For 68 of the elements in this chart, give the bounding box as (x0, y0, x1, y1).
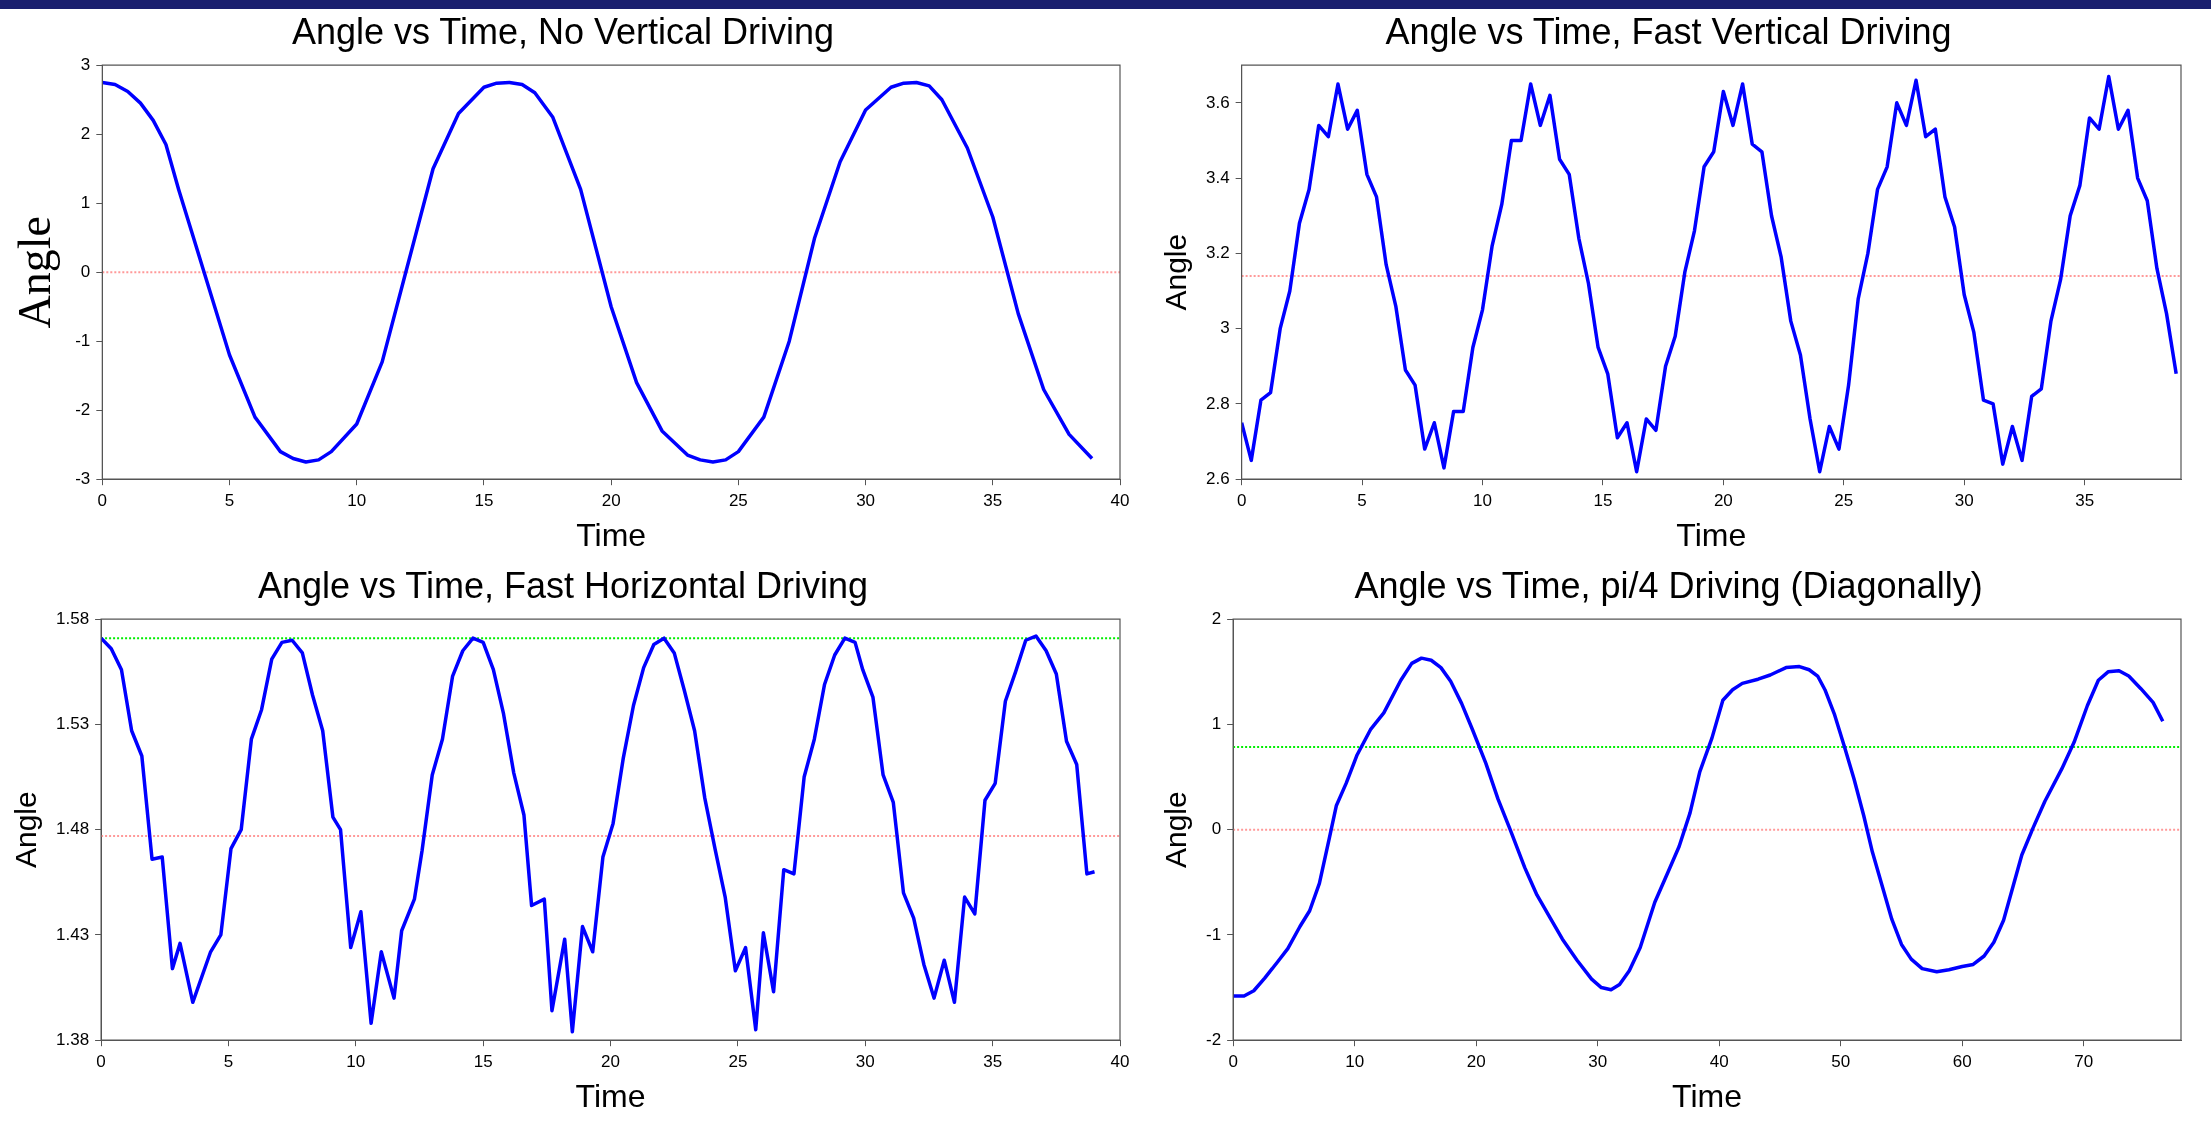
x-tick-label: 30 (1954, 491, 1974, 511)
y-tick-label: -2 (75, 399, 91, 419)
y-tick-label: 1 (1211, 714, 1222, 734)
x-tick-label: 5 (223, 1052, 234, 1072)
x-tick-label: 0 (1236, 491, 1247, 511)
x-tick-label: 0 (97, 491, 108, 511)
x-tick-label: 30 (1588, 1052, 1608, 1072)
x-axis-title: Time (576, 516, 647, 553)
y-tick-label: 1 (80, 192, 91, 212)
x-axis-title: Time (575, 1077, 646, 1114)
chart-title: Angle vs Time, pi/4 Driving (Diagonally) (1354, 564, 1983, 606)
y-tick-label: 1.53 (55, 714, 90, 734)
y-tick-label: -3 (75, 468, 91, 488)
chart-title: Angle vs Time, Fast Vertical Driving (1385, 10, 1952, 52)
x-tick-label: 5 (224, 491, 235, 511)
y-tick-label: 2.6 (1205, 468, 1230, 488)
x-tick-label: 20 (1713, 491, 1733, 511)
y-tick-label: -1 (75, 330, 91, 350)
x-tick-label: 20 (601, 1052, 620, 1072)
chart-title: Angle vs Time, Fast Horizontal Driving (257, 564, 869, 606)
x-tick-label: 60 (1952, 1052, 1972, 1072)
x-tick-label: 10 (1473, 491, 1492, 511)
y-tick-label: 1.38 (55, 1029, 90, 1049)
y-tick-label: 1.48 (55, 819, 90, 839)
x-tick-label: 15 (474, 491, 494, 511)
x-tick-label: 50 (1831, 1052, 1851, 1072)
chart-title: Angle vs Time, No Vertical Driving (291, 10, 835, 52)
x-tick-label: 5 (1357, 491, 1367, 511)
x-tick-label: 40 (1110, 491, 1130, 511)
x-tick-label: 20 (601, 491, 621, 511)
y-axis-title: Angle (1159, 791, 1193, 869)
x-tick-label: 35 (983, 1052, 1003, 1072)
x-tick-label: 40 (1110, 1052, 1130, 1072)
x-tick-label: 70 (2074, 1052, 2094, 1072)
x-tick-label: 25 (728, 491, 748, 511)
x-tick-label: 10 (346, 1052, 366, 1072)
y-tick-label: 3.6 (1205, 92, 1230, 112)
y-axis-title: Angle (9, 791, 43, 869)
x-tick-label: 15 (473, 1052, 493, 1072)
y-tick-label: 3 (1220, 318, 1230, 338)
x-axis-title: Time (1672, 1077, 1743, 1114)
x-tick-label: 35 (983, 491, 1003, 511)
y-tick-label: 2 (1211, 608, 1222, 628)
y-tick-label: 2.8 (1205, 393, 1230, 413)
y-tick-label: 3.2 (1205, 243, 1230, 263)
y-tick-label: 0 (80, 261, 91, 281)
x-axis-title: Time (1676, 516, 1747, 553)
x-tick-label: 25 (1834, 491, 1854, 511)
x-tick-label: 10 (1345, 1052, 1365, 1072)
x-tick-label: 15 (1593, 491, 1613, 511)
y-tick-label: -1 (1205, 924, 1222, 944)
x-tick-label: 30 (856, 491, 876, 511)
y-tick-label: 1.58 (55, 608, 90, 628)
x-tick-label: 10 (347, 491, 367, 511)
x-tick-label: 25 (728, 1052, 748, 1072)
x-tick-label: 20 (1466, 1052, 1486, 1072)
y-tick-label: 3 (80, 54, 91, 74)
y-tick-label: 0 (1211, 819, 1222, 839)
x-tick-label: 40 (1709, 1052, 1729, 1072)
y-axis-title: Angle (8, 215, 60, 329)
y-tick-label: 2 (80, 123, 91, 143)
y-tick-label: 1.43 (55, 924, 90, 944)
y-axis-title: Angle (1159, 233, 1193, 311)
y-tick-label: -2 (1205, 1029, 1222, 1049)
x-tick-label: 0 (96, 1052, 106, 1072)
x-tick-label: 35 (2075, 491, 2095, 511)
y-tick-label: 3.4 (1205, 167, 1230, 187)
x-tick-label: 30 (855, 1052, 875, 1072)
